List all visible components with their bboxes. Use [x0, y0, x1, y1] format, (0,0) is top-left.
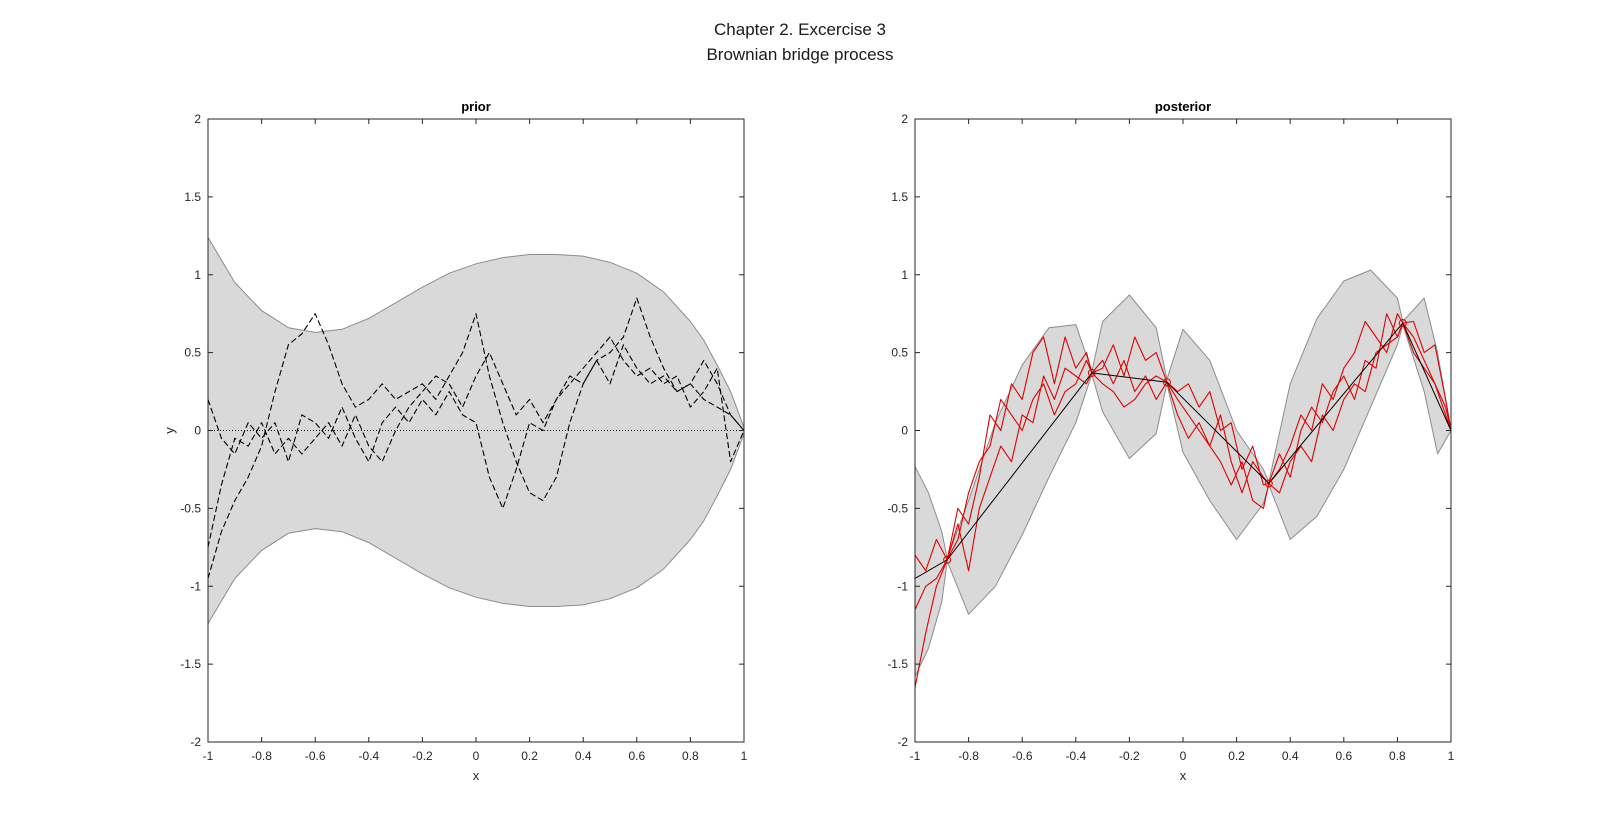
x-tick-label: -0.8	[251, 749, 272, 763]
figure-title-line2: Brownian bridge process	[706, 45, 893, 64]
sample-path-2	[915, 322, 1451, 610]
y-tick-label: 0	[194, 424, 201, 438]
plot-content	[915, 269, 1451, 688]
y-tick-label: 2	[194, 112, 201, 126]
x-tick-label: -0.8	[958, 749, 979, 763]
y-tick-label: -1.5	[180, 657, 201, 671]
y-tick-label: 1.5	[891, 190, 908, 204]
y-tick-label: -1.5	[887, 657, 908, 671]
x-tick-label: 0.8	[682, 749, 699, 763]
y-tick-label: -1	[897, 579, 908, 593]
sample-path-1	[915, 313, 1451, 688]
observation-point	[1264, 479, 1273, 488]
y-tick-label: 2	[901, 112, 908, 126]
x-tick-label: 1	[741, 749, 748, 763]
prior-panel: -1 -0.8 -0.6 -0.4 -0.2 0 0.2 0.4 0.6 0.8 1 -2 -1.5 -1…	[162, 99, 748, 783]
x-tick-label: 0.4	[575, 749, 592, 763]
y-tick-label: -2	[897, 735, 908, 749]
x-tick-label: -0.2	[1119, 749, 1140, 763]
x-tick-label: 0	[473, 749, 480, 763]
x-tick-label: -0.4	[358, 749, 379, 763]
y-tick-label: -0.5	[180, 501, 201, 515]
mean-line	[915, 322, 1451, 579]
x-tick-label: 0.6	[1335, 749, 1352, 763]
panel-title: posterior	[1155, 99, 1211, 114]
x-tick-label: 1	[1448, 749, 1455, 763]
sample-path-2	[208, 344, 744, 509]
x-tick-label: -0.6	[1012, 749, 1033, 763]
y-tick-label: 0.5	[184, 346, 201, 360]
x-tick-label: 0.2	[521, 749, 538, 763]
x-tick-label: 0.8	[1389, 749, 1406, 763]
sample-path-1	[208, 297, 744, 579]
x-tick-label: -0.2	[412, 749, 433, 763]
x-tick-label: 0.2	[1228, 749, 1245, 763]
y-tick-label: 0	[901, 424, 908, 438]
observation-point	[1398, 319, 1407, 328]
posterior-panel: -1 -0.8 -0.6 -0.4 -0.2 0 0.2 0.4 0.6 0.8 1 -2 -1.5 -1…	[887, 99, 1454, 783]
y-tick-label: 0.5	[891, 346, 908, 360]
y-tick-label: 1	[194, 268, 201, 282]
confidence-band	[915, 269, 1451, 678]
x-tick-label: -0.6	[305, 749, 326, 763]
x-tick-label: -1	[203, 749, 214, 763]
figure-title-line1: Chapter 2. Excercise 3	[714, 20, 886, 39]
plot-content	[208, 236, 744, 625]
y-tick-label: 1	[901, 268, 908, 282]
x-tick-label: 0	[1180, 749, 1187, 763]
observation-point	[1087, 368, 1096, 377]
observation-point	[1162, 378, 1171, 387]
y-tick-label: -2	[190, 735, 201, 749]
x-tick-label: 0.4	[1282, 749, 1299, 763]
x-tick-label: -0.4	[1065, 749, 1086, 763]
x-axis-label: x	[473, 768, 480, 783]
panel-title: prior	[461, 99, 491, 114]
y-tick-label: -0.5	[887, 501, 908, 515]
x-tick-label: 0.6	[628, 749, 645, 763]
y-axis-label: y	[162, 427, 177, 434]
y-tick-label: 1.5	[184, 190, 201, 204]
observation-point	[943, 555, 952, 564]
x-axis-label: x	[1180, 768, 1187, 783]
x-tick-label: -1	[910, 749, 921, 763]
y-tick-label: -1	[190, 579, 201, 593]
sample-path-3	[208, 336, 744, 548]
